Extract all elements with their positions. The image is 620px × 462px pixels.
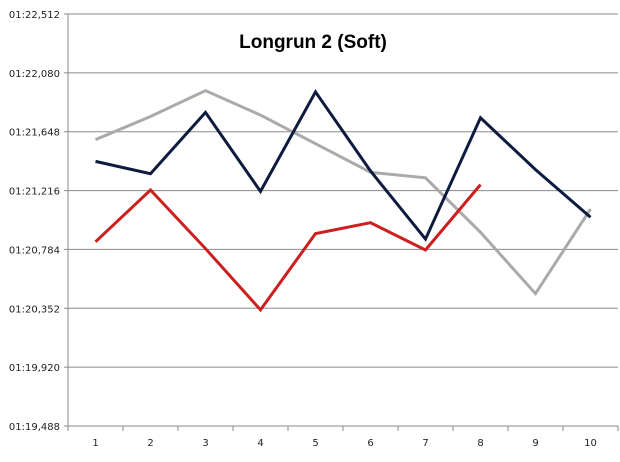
chart-title: Longrun 2 (Soft)	[239, 32, 387, 53]
x-tick-label: 10	[584, 438, 597, 449]
series-lines	[94, 88, 592, 313]
x-tick-label: 6	[367, 438, 373, 449]
x-tick-labels: 1 2 3 4 5 6 7 8 9 10	[92, 438, 597, 449]
y-tick-label: 01:22,080	[9, 69, 60, 80]
x-tick-label: 8	[477, 438, 483, 449]
x-tick-label: 4	[257, 438, 263, 449]
series-line-2	[94, 88, 592, 297]
x-tick-label: 2	[147, 438, 153, 449]
x-tick-label: 9	[532, 438, 538, 449]
y-tick-label: 01:22,512	[9, 10, 60, 21]
y-tick-label: 01:19,488	[9, 422, 60, 433]
y-tick-label: 01:21,216	[9, 187, 60, 198]
series-line-3	[94, 183, 482, 313]
y-tick-label: 01:21,648	[9, 128, 60, 139]
series-line-1	[95, 89, 592, 242]
y-tick-label: 01:20,784	[9, 245, 60, 256]
y-tick-label: 01:20,352	[9, 304, 60, 315]
x-tick-label: 1	[92, 438, 98, 449]
y-tick-label: 01:19,920	[9, 363, 60, 374]
x-tick-label: 7	[422, 438, 428, 449]
axes	[64, 13, 619, 431]
y-tick-labels: 01:19,488 01:19,920 01:20,352 01:20,784 01:2…	[9, 10, 60, 433]
x-tick-label: 3	[202, 438, 208, 449]
x-tick-label: 5	[312, 438, 318, 449]
